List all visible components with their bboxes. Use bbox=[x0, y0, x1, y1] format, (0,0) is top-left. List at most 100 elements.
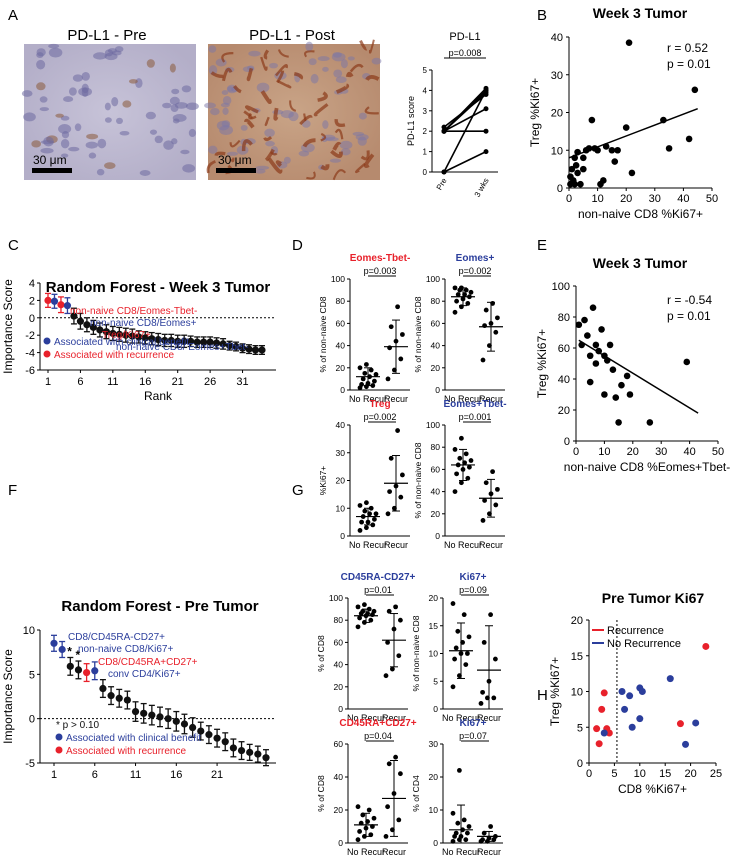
y-tick-label: 40 bbox=[551, 32, 563, 44]
p-value: p = 0.01 bbox=[667, 57, 711, 71]
nucleus bbox=[305, 41, 314, 52]
nucleus bbox=[111, 50, 122, 56]
membrane-stain bbox=[260, 90, 272, 104]
data-point-no-recurrence bbox=[682, 740, 690, 748]
nucleus bbox=[68, 87, 77, 96]
E-axes: Week 3 Tumor 0 10 20 30 40 50 0 20 40 60 80 100 non-n… bbox=[535, 255, 730, 474]
data-point bbox=[392, 367, 397, 373]
chart-title: Random Forest - Week 3 Tumor bbox=[46, 279, 271, 296]
data-point bbox=[646, 419, 654, 426]
importance-point bbox=[70, 312, 78, 320]
x-tick-label: 31 bbox=[236, 376, 248, 388]
data-point bbox=[626, 391, 634, 398]
chart-title: Pre Tumor Ki67 bbox=[602, 590, 705, 606]
data-point bbox=[467, 464, 472, 470]
membrane-stain bbox=[334, 118, 346, 128]
data-point bbox=[466, 824, 472, 829]
feature-annotation: CD8/CD45RA+CD27+ bbox=[98, 657, 198, 668]
data-point bbox=[488, 824, 493, 829]
data-point bbox=[465, 475, 471, 481]
y-axis-title: Importance Score bbox=[1, 649, 15, 744]
data-point bbox=[387, 345, 392, 351]
y-tick-label: 5 bbox=[577, 722, 583, 734]
x-axis-title: non-naive CD8 %Ki67+ bbox=[578, 207, 703, 221]
data-point bbox=[452, 447, 458, 452]
data-point bbox=[488, 612, 493, 618]
feature-annotation: non-naive CD8/ Eomes+Tbet- bbox=[116, 342, 249, 353]
y-tick-label: 30 bbox=[551, 70, 563, 82]
data-point bbox=[398, 494, 404, 500]
y-axis-title: % of CD4 bbox=[411, 775, 421, 812]
importance-point bbox=[91, 667, 99, 675]
x-tick-label: 20 bbox=[620, 193, 632, 205]
x-tick-label: 26 bbox=[204, 376, 216, 388]
micrograph-post-title: PD-L1 - Post bbox=[249, 27, 336, 44]
y-tick-label: 100 bbox=[329, 593, 343, 603]
y-tick-label: 40 bbox=[431, 341, 441, 351]
importance-point bbox=[232, 342, 240, 351]
y-tick-label: 0 bbox=[338, 704, 343, 714]
y-tick-label: 0 bbox=[435, 531, 440, 541]
x-tick-label: 0 bbox=[566, 193, 572, 205]
y-tick-label: 60 bbox=[334, 739, 344, 749]
data-point bbox=[459, 435, 464, 441]
x-tick-label: 10 bbox=[634, 768, 646, 780]
data-point bbox=[441, 169, 447, 175]
membrane-stain bbox=[293, 71, 303, 80]
data-point bbox=[608, 146, 616, 154]
data-point bbox=[368, 505, 374, 511]
data-point bbox=[362, 370, 368, 376]
y-tick-label: 40 bbox=[334, 772, 344, 782]
feature-annotation: Treg/Ki67+ bbox=[102, 330, 151, 341]
legend-marker bbox=[55, 733, 63, 741]
data-point bbox=[393, 338, 399, 344]
data-point bbox=[355, 624, 361, 630]
data-point bbox=[455, 820, 461, 826]
data-point bbox=[386, 761, 392, 767]
data-point bbox=[463, 287, 469, 293]
nucleus bbox=[264, 128, 275, 138]
legend-label: Associated with recurrence bbox=[54, 350, 174, 361]
data-point bbox=[360, 608, 366, 614]
nucleus bbox=[122, 100, 132, 108]
G2-axes: Ki67+ p=0.09 0 5 10 15 20 % of non-naive CD8 No … bbox=[411, 572, 503, 723]
x-tick-label: 10 bbox=[598, 446, 610, 458]
nucleus bbox=[265, 140, 275, 147]
data-point bbox=[363, 825, 369, 831]
data-point bbox=[395, 304, 400, 310]
importance-point bbox=[115, 694, 123, 702]
nucleus bbox=[145, 111, 156, 120]
data-point bbox=[450, 601, 456, 606]
data-point bbox=[388, 324, 394, 330]
data-point bbox=[457, 673, 462, 679]
data-point bbox=[357, 829, 362, 834]
y-tick-label: 0 bbox=[577, 758, 583, 770]
data-point bbox=[365, 519, 371, 525]
nucleus bbox=[254, 168, 266, 174]
data-point bbox=[355, 837, 361, 843]
importance-point bbox=[180, 720, 189, 728]
legend-label: * p > 0.10 bbox=[56, 720, 100, 731]
data-point bbox=[578, 341, 585, 349]
data-point bbox=[365, 819, 370, 824]
data-point bbox=[468, 289, 474, 295]
data-point bbox=[368, 617, 374, 623]
importance-point bbox=[102, 328, 110, 336]
y-tick-label: 20 bbox=[334, 682, 344, 692]
nucleus bbox=[78, 87, 93, 97]
nucleus bbox=[208, 45, 217, 53]
legend-label: Associated with clinical benefit bbox=[54, 337, 189, 348]
y-tick-label: 5 bbox=[29, 669, 35, 681]
membrane-stain bbox=[244, 118, 255, 129]
chart-title: CD45RA-CD27+ bbox=[341, 572, 416, 583]
membrane-stain bbox=[214, 151, 226, 157]
data-point bbox=[465, 651, 470, 656]
data-point bbox=[483, 149, 489, 155]
data-point bbox=[480, 837, 485, 843]
data-point bbox=[611, 158, 619, 165]
micrograph-pre: 30 μm bbox=[21, 43, 199, 180]
importance-point bbox=[57, 301, 65, 309]
nucleus bbox=[119, 130, 130, 136]
data-point bbox=[388, 455, 394, 461]
